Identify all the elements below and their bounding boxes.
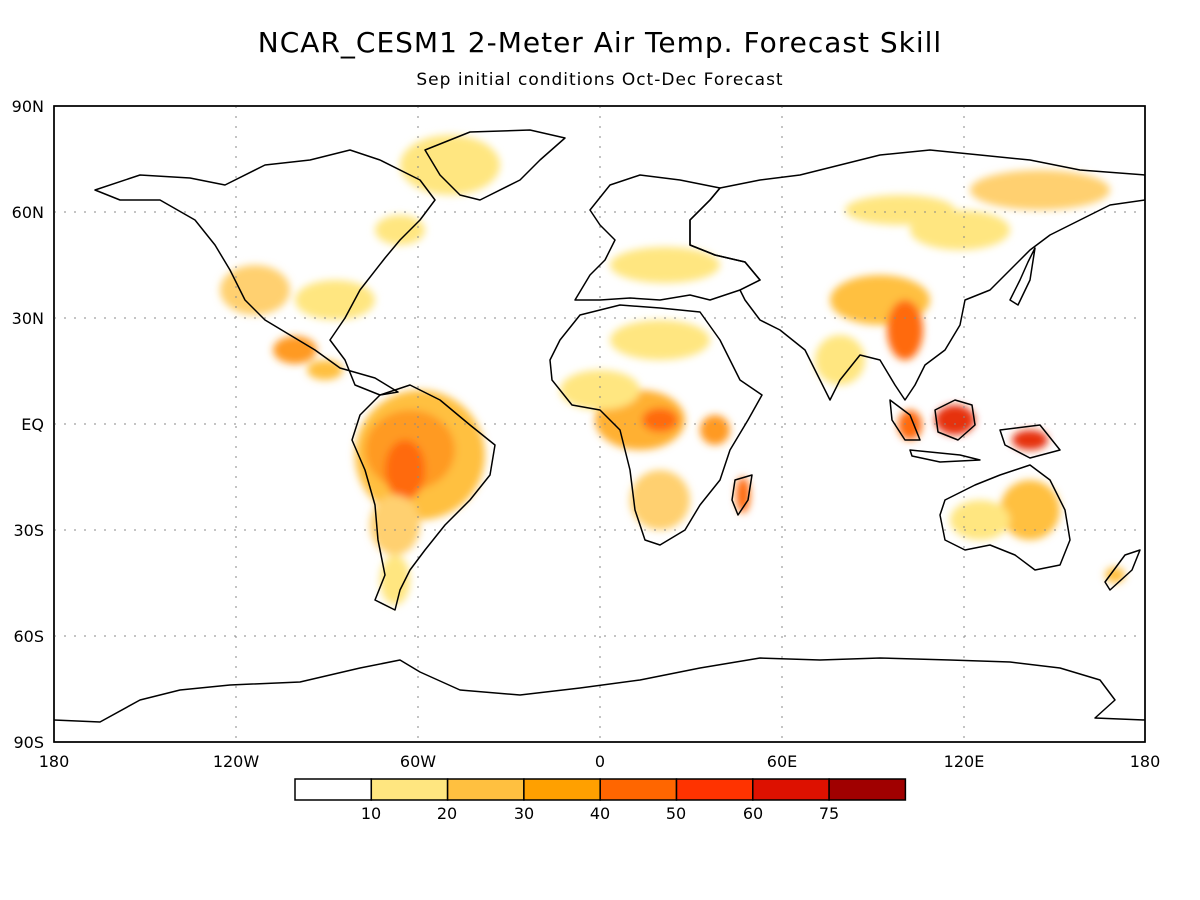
- colorbar-swatch: [523, 778, 601, 801]
- lon-tick-label: 120E: [944, 752, 985, 771]
- lat-tick-label: 60S: [13, 627, 44, 646]
- lat-tick-label: 30N: [12, 309, 44, 328]
- lon-tick-label: 60W: [400, 752, 436, 771]
- colorbar-swatch: [370, 778, 449, 801]
- lat-tick-label: 30S: [13, 521, 44, 540]
- lon-tick-label: 180: [39, 752, 70, 771]
- map-subtitle: Sep initial conditions Oct-Dec Forecast: [416, 70, 784, 90]
- lon-tick-label: 60E: [767, 752, 797, 771]
- colorbar-swatch: [675, 778, 754, 801]
- lat-axis-labels: 90N 60N 30N EQ 30S 60S 90S: [12, 97, 44, 752]
- colorbar-label: 10: [361, 804, 381, 823]
- colorbar-swatch: [446, 778, 525, 801]
- colorbar-label: 20: [437, 804, 457, 823]
- lat-tick-label: 90S: [13, 733, 44, 752]
- coastlines: [54, 129, 1145, 723]
- colorbar: [294, 778, 907, 801]
- lat-tick-label: 60N: [12, 203, 44, 222]
- colorbar-swatch: [294, 778, 373, 801]
- lat-tick-label: 90N: [12, 97, 44, 116]
- colorbar-swatch: [828, 778, 907, 801]
- colorbar-label: 40: [590, 804, 610, 823]
- skill-shading: [220, 135, 1125, 605]
- map-title: NCAR_CESM1 2-Meter Air Temp. Forecast Sk…: [257, 26, 943, 59]
- graticule: [54, 106, 1145, 742]
- lon-axis-labels: 180 120W 60W 0 60E 120E 180: [39, 752, 1161, 771]
- colorbar-swatch: [752, 778, 830, 801]
- lon-tick-label: 180: [1130, 752, 1161, 771]
- colorbar-label: 50: [666, 804, 686, 823]
- colorbar-swatch: [599, 778, 678, 801]
- lon-tick-label: 120W: [213, 752, 260, 771]
- lat-tick-label: EQ: [21, 415, 44, 434]
- colorbar-label: 30: [514, 804, 534, 823]
- colorbar-label: 60: [743, 804, 763, 823]
- lon-tick-label: 0: [595, 752, 605, 771]
- colorbar-label: 75: [819, 804, 839, 823]
- colorbar-labels: 10 20 30 40 50 60 75: [361, 804, 839, 823]
